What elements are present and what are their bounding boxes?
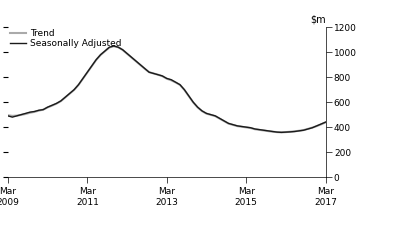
- Trend: [288, 130, 293, 133]
- Seasonally Adjusted: [279, 131, 284, 134]
- Trend: [275, 131, 279, 133]
- Seasonally Adjusted: [6, 114, 10, 117]
- Line: Trend: Trend: [8, 46, 326, 132]
- Trend: [323, 121, 328, 124]
- Seasonally Adjusted: [275, 131, 279, 133]
- Trend: [112, 45, 116, 48]
- Text: $m: $m: [310, 14, 326, 24]
- Legend: Trend, Seasonally Adjusted: Trend, Seasonally Adjusted: [10, 29, 121, 48]
- Trend: [169, 79, 173, 82]
- Seasonally Adjusted: [112, 44, 116, 47]
- Seasonally Adjusted: [169, 78, 173, 81]
- Line: Seasonally Adjusted: Seasonally Adjusted: [8, 46, 326, 132]
- Seasonally Adjusted: [301, 129, 306, 132]
- Seasonally Adjusted: [288, 131, 293, 133]
- Trend: [76, 84, 81, 86]
- Trend: [301, 129, 306, 131]
- Trend: [116, 46, 121, 49]
- Seasonally Adjusted: [323, 121, 328, 123]
- Trend: [279, 131, 284, 134]
- Trend: [6, 114, 10, 117]
- Seasonally Adjusted: [116, 46, 121, 49]
- Seasonally Adjusted: [76, 83, 81, 86]
